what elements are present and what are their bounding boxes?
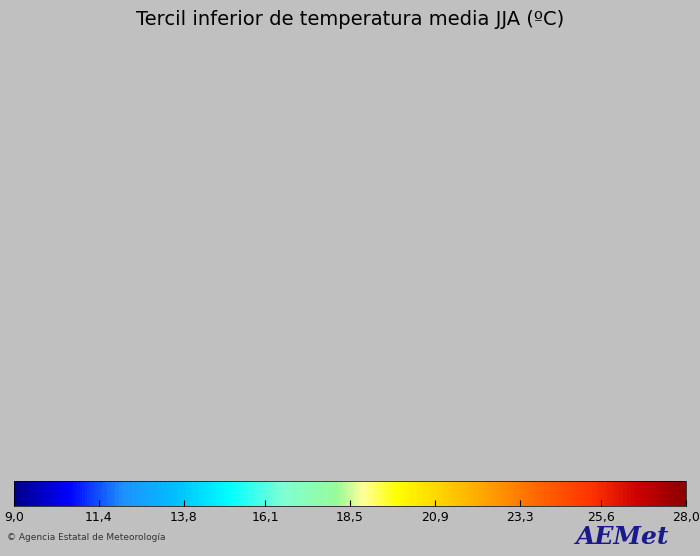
Title: Tercil inferior de temperatura media JJA (ºC): Tercil inferior de temperatura media JJA… [136,10,564,29]
Text: © Agencia Estatal de Meteorología: © Agencia Estatal de Meteorología [7,533,165,542]
Text: AEMet: AEMet [576,524,670,549]
